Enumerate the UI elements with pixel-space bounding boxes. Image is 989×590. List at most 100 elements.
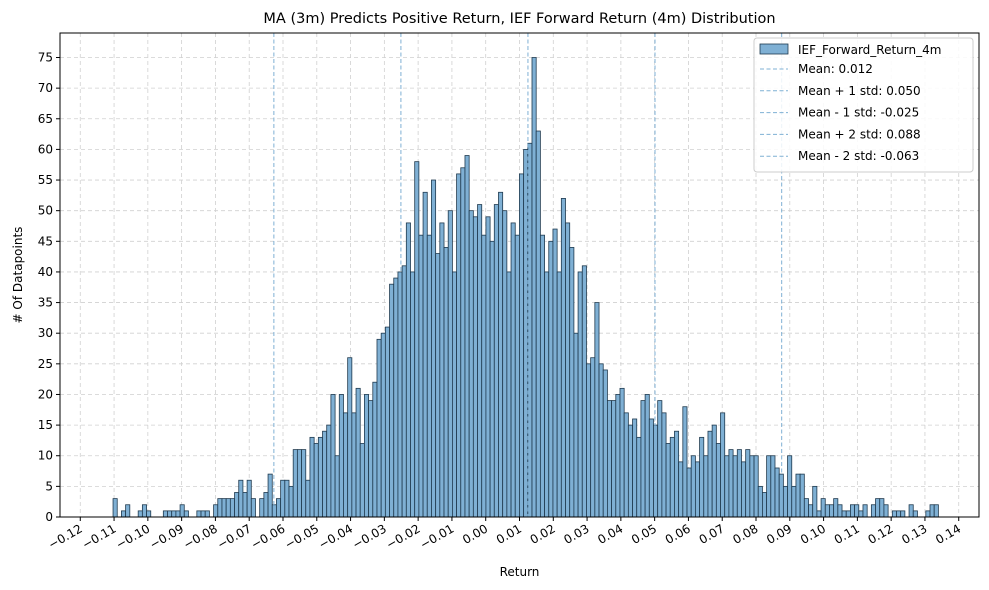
y-axis-ticks: 0 5 10 15 20 25 30 35 40 45 50 55 60 65 70 75: [38, 51, 60, 524]
x-tick-label: −0.04: [316, 521, 355, 552]
histogram-bar: [745, 449, 751, 518]
histogram-bar: [598, 363, 604, 518]
y-tick-label: 45: [38, 234, 53, 248]
x-tick-label: 0.10: [798, 521, 828, 546]
histogram-bar: [146, 510, 152, 518]
histogram-bar: [933, 504, 939, 518]
histogram-bar: [305, 479, 311, 518]
histogram-bar: [296, 449, 302, 518]
legend-label-line: Mean + 1 std: 0.050: [798, 84, 921, 98]
histogram-bar: [322, 430, 328, 518]
x-tick-label: 0.08: [730, 521, 760, 546]
histogram-bar: [435, 253, 441, 518]
histogram-bar: [309, 436, 315, 518]
histogram-bar: [418, 234, 424, 518]
histogram-bar: [238, 479, 244, 518]
y-tick-label: 70: [38, 81, 53, 95]
y-tick-label: 65: [38, 112, 53, 126]
histogram-bar: [577, 271, 583, 518]
histogram-bar: [250, 498, 256, 518]
histogram-bar: [850, 504, 855, 518]
histogram-bar: [762, 492, 768, 518]
legend-label-line: Mean - 1 std: -0.025: [798, 106, 919, 120]
y-tick-label: 60: [38, 142, 53, 156]
histogram-bar: [464, 155, 470, 518]
histogram-bar: [653, 424, 659, 518]
y-tick-label: 20: [38, 387, 53, 401]
histogram-bar: [699, 436, 705, 518]
y-tick-label: 30: [38, 326, 53, 340]
chart-title: MA (3m) Predicts Positive Return, IEF Fo…: [263, 11, 775, 27]
histogram-bar: [259, 498, 265, 518]
histogram-bar: [485, 216, 491, 518]
histogram-bar: [694, 461, 700, 518]
histogram-bar: [858, 510, 864, 518]
histogram-bar: [498, 191, 504, 518]
histogram-bar: [757, 485, 763, 518]
legend-label-line: Mean: 0.012: [798, 62, 873, 76]
histogram-bar: [602, 369, 608, 518]
histogram-bar: [213, 504, 219, 518]
histogram-bar: [431, 179, 437, 518]
histogram-bar: [774, 467, 780, 518]
histogram-bar: [569, 247, 575, 518]
histogram-bar: [351, 412, 357, 518]
x-tick-label: 0.07: [697, 521, 727, 546]
x-axis-ticks: −0.12−0.11−0.10−0.09−0.08−0.07−0.06−0.05…: [46, 517, 963, 552]
histogram-bar: [317, 436, 323, 518]
histogram-bar: [581, 265, 587, 518]
histogram-bar: [720, 412, 726, 518]
histogram-bar: [393, 277, 399, 518]
x-tick-label: 0.01: [494, 521, 524, 546]
y-tick-label: 35: [38, 296, 53, 310]
legend-box: [753, 37, 974, 173]
histogram-bar: [736, 449, 742, 518]
histogram-bar: [141, 504, 147, 518]
histogram-bar: [171, 510, 177, 518]
histogram-bar: [468, 210, 474, 518]
histogram-bar: [929, 504, 935, 518]
histogram-bar: [636, 436, 642, 518]
histogram-bar: [787, 455, 793, 518]
histogram-bar: [535, 130, 541, 518]
x-tick-label: 0.02: [528, 521, 558, 546]
x-tick-label: −0.08: [181, 521, 220, 552]
histogram-bar: [162, 510, 168, 518]
histogram-bar: [766, 455, 772, 518]
histogram-bar: [481, 234, 487, 518]
legend: IEF_Forward_Return_4m Mean: 0.012 Mean + 1…: [753, 37, 974, 173]
histogram-bar: [791, 485, 797, 518]
legend-label-line: Mean + 2 std: 0.088: [798, 127, 921, 141]
histogram-bar: [489, 240, 495, 518]
x-tick-label: 0.04: [595, 521, 625, 546]
histogram-bar: [808, 504, 814, 518]
histogram-bar: [900, 510, 906, 518]
histogram-bar: [837, 504, 843, 518]
histogram-bar: [443, 247, 449, 518]
y-tick-label: 5: [45, 479, 53, 493]
histogram-bar: [401, 265, 407, 518]
histogram-bar: [447, 210, 453, 518]
x-tick-label: 0.12: [866, 521, 896, 546]
y-tick-label: 25: [38, 357, 53, 371]
y-tick-label: 10: [38, 449, 53, 463]
histogram-bar: [875, 498, 881, 518]
histogram-bar: [179, 504, 185, 518]
histogram-bar: [623, 412, 629, 518]
histogram-bar: [862, 504, 868, 518]
histogram-bar: [594, 302, 600, 518]
x-tick-label: 0.03: [561, 521, 591, 546]
x-tick-label: 0.13: [899, 521, 929, 546]
histogram-bar: [896, 510, 902, 518]
histogram-bar: [829, 504, 835, 518]
histogram-bar: [410, 271, 416, 518]
histogram-bar: [280, 479, 286, 518]
histogram-bar: [229, 498, 235, 518]
histogram-bar: [925, 510, 931, 518]
histogram-bar: [556, 271, 562, 518]
histogram-bar: [125, 504, 131, 518]
histogram-bar: [870, 504, 876, 518]
legend-swatch-histogram: [759, 43, 789, 55]
histogram-bar: [544, 271, 550, 518]
